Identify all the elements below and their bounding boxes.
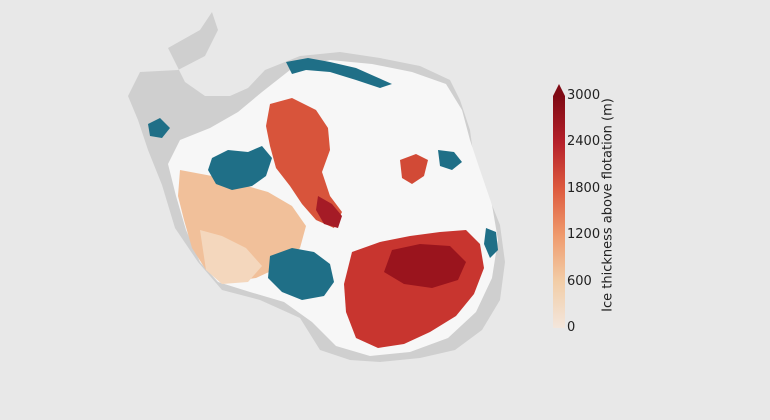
thickness-region-north (266, 98, 342, 228)
colorbar-tick-label: 1800 (567, 180, 601, 196)
colorbar-title: Ice thickness above flotation (m) (600, 98, 616, 312)
thickness-region-west-light (200, 230, 262, 284)
thickness-region-north-dark (316, 196, 342, 228)
colorbar-tick-label: 1200 (567, 227, 601, 243)
colorbar-tick-label: 3000 (567, 88, 601, 103)
floating-ice-east-fringe (438, 150, 462, 170)
colorbar-tick-label: 0 (567, 320, 576, 335)
floating-ice-southeast-fringe (484, 228, 498, 258)
colorbar-extend-arrow (553, 84, 565, 96)
floating-ice-ronne (268, 248, 334, 300)
thickness-region-mid (400, 154, 428, 184)
colorbar (553, 96, 565, 328)
floating-ice-north-fringe (286, 58, 392, 88)
thickness-region-east-dark-core (384, 244, 466, 288)
colorbar-tick-label: 600 (567, 273, 592, 289)
colorbar-tick-label: 2400 (567, 134, 601, 150)
floating-ice-west-fringe (148, 118, 170, 138)
floating-ice-ross (208, 146, 272, 190)
